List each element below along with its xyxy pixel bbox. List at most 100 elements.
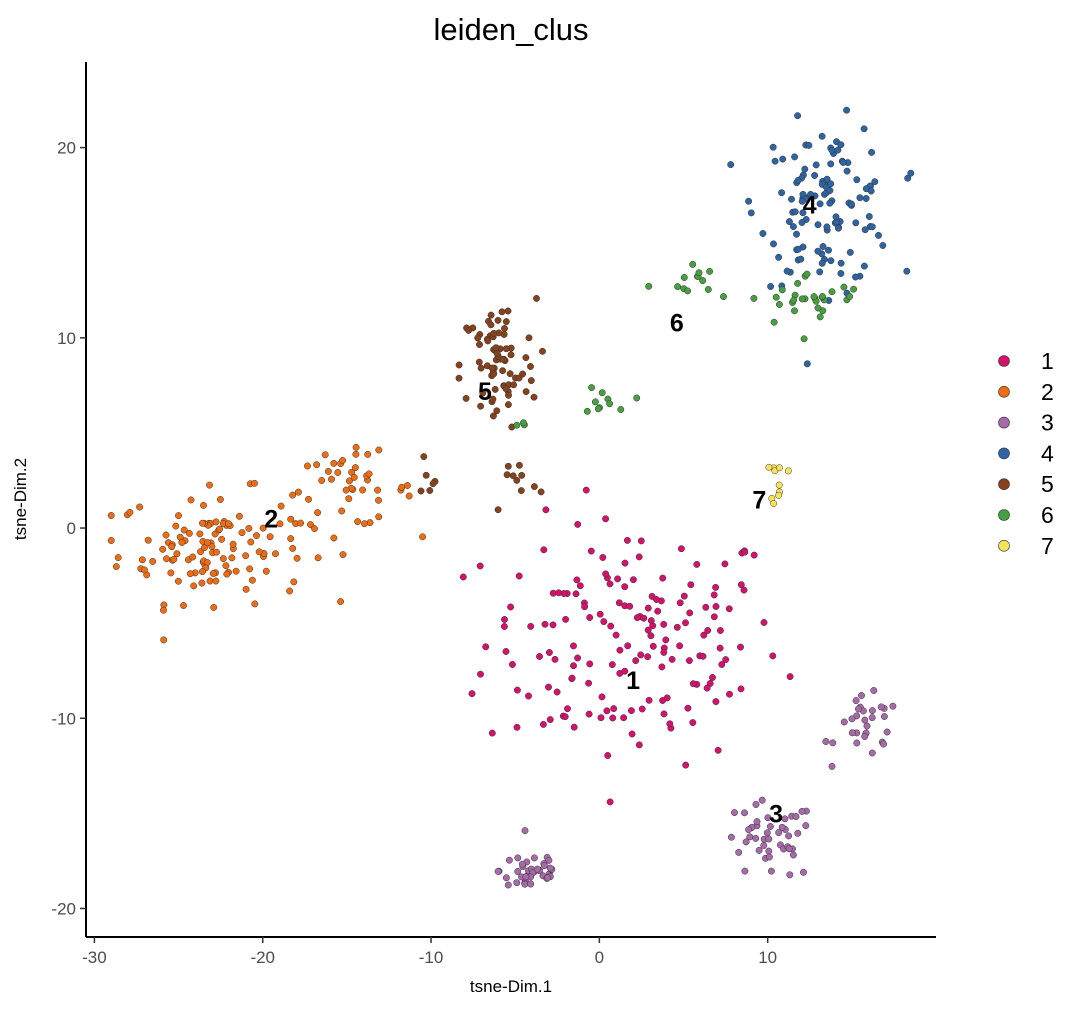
point-cluster-3 [527, 880, 535, 888]
point-cluster-1 [515, 572, 523, 580]
point-cluster-2 [266, 533, 274, 541]
point-cluster-2 [189, 553, 197, 561]
point-cluster-1 [620, 714, 628, 722]
point-cluster-3 [794, 829, 802, 837]
point-cluster-1 [600, 618, 608, 626]
point-cluster-3 [763, 829, 771, 837]
point-cluster-4 [847, 200, 855, 208]
point-cluster-5 [504, 462, 512, 470]
point-cluster-2 [246, 565, 254, 573]
point-cluster-1 [703, 684, 711, 692]
point-cluster-1 [632, 657, 640, 665]
point-cluster-1 [623, 536, 631, 544]
point-cluster-4 [837, 259, 845, 267]
point-cluster-3 [848, 729, 856, 737]
point-cluster-2 [259, 524, 267, 532]
point-cluster-1 [610, 705, 618, 713]
point-cluster-1 [645, 696, 653, 704]
point-cluster-3 [775, 829, 783, 837]
point-cluster-1 [716, 644, 724, 652]
point-cluster-5 [502, 345, 510, 353]
point-cluster-4 [868, 223, 876, 231]
point-cluster-2 [216, 525, 224, 533]
point-cluster-3 [880, 740, 887, 748]
point-cluster-6 [803, 270, 811, 278]
legend-label-4: 4 [1041, 440, 1054, 466]
point-cluster-4 [803, 360, 811, 368]
x-tick-label: -10 [419, 948, 444, 967]
point-cluster-6 [588, 384, 596, 392]
point-cluster-3 [758, 796, 766, 804]
point-cluster-4 [853, 176, 861, 184]
point-cluster-4 [825, 246, 832, 254]
point-cluster-3 [521, 880, 529, 888]
point-cluster-2 [199, 519, 206, 527]
point-cluster-2 [178, 539, 186, 546]
point-cluster-2 [114, 554, 122, 562]
point-cluster-2 [338, 507, 346, 515]
point-cluster-2 [286, 587, 294, 595]
point-cluster-5 [515, 461, 523, 469]
point-cluster-5 [465, 326, 473, 334]
point-cluster-5 [429, 480, 437, 488]
point-cluster-6 [695, 269, 703, 277]
point-cluster-1 [545, 683, 552, 691]
point-cluster-5 [489, 395, 497, 403]
point-cluster-4 [856, 194, 864, 202]
point-cluster-1 [570, 662, 577, 670]
point-cluster-1 [721, 560, 729, 568]
point-cluster-2 [314, 554, 322, 562]
point-cluster-1 [468, 690, 476, 698]
point-cluster-3 [840, 718, 848, 726]
point-cluster-1 [608, 661, 616, 669]
point-cluster-4 [767, 283, 775, 290]
point-cluster-2 [180, 526, 188, 534]
y-tick-label: -20 [51, 899, 76, 918]
point-cluster-1 [549, 621, 557, 629]
point-cluster-1 [539, 720, 547, 728]
legend-key-1 [998, 355, 1010, 367]
point-cluster-5 [527, 363, 534, 370]
point-cluster-4 [816, 268, 824, 276]
point-cluster-1 [659, 574, 667, 582]
point-cluster-1 [488, 729, 496, 737]
point-cluster-1 [741, 548, 749, 556]
point-cluster-6 [704, 286, 712, 293]
point-cluster-2 [255, 548, 263, 556]
point-cluster-1 [687, 581, 695, 589]
point-cluster-2 [419, 533, 427, 541]
point-cluster-2 [160, 606, 167, 614]
point-cluster-3 [861, 716, 869, 724]
point-cluster-3 [785, 832, 793, 840]
point-cluster-3 [792, 813, 800, 820]
point-cluster-1 [614, 575, 622, 583]
point-cluster-4 [811, 172, 819, 179]
point-cluster-4 [771, 157, 779, 165]
point-cluster-5 [479, 389, 487, 397]
point-cluster-3 [829, 739, 837, 747]
point-cluster-1 [760, 619, 768, 626]
point-cluster-5 [505, 391, 512, 399]
point-cluster-2 [342, 486, 350, 494]
point-cluster-2 [170, 555, 178, 563]
point-cluster-2 [334, 469, 342, 476]
point-cluster-2 [277, 502, 285, 510]
cluster-label-5: 5 [478, 378, 492, 406]
point-cluster-2 [229, 540, 237, 548]
point-cluster-2 [235, 512, 243, 520]
point-cluster-2 [359, 486, 367, 494]
point-cluster-2 [138, 556, 146, 564]
point-cluster-1 [714, 746, 722, 754]
point-cluster-5 [517, 487, 525, 495]
point-cluster-3 [544, 874, 552, 882]
point-cluster-4 [826, 199, 834, 207]
point-cluster-4 [759, 230, 767, 237]
point-cluster-4 [834, 224, 842, 232]
point-cluster-5 [502, 318, 510, 326]
point-cluster-4 [747, 209, 755, 217]
cluster-label-2: 2 [264, 506, 278, 534]
point-cluster-5 [518, 471, 526, 479]
point-cluster-2 [206, 481, 213, 489]
point-cluster-1 [633, 614, 641, 622]
legend: 1 2 3 4 5 6 7 [998, 348, 1054, 559]
